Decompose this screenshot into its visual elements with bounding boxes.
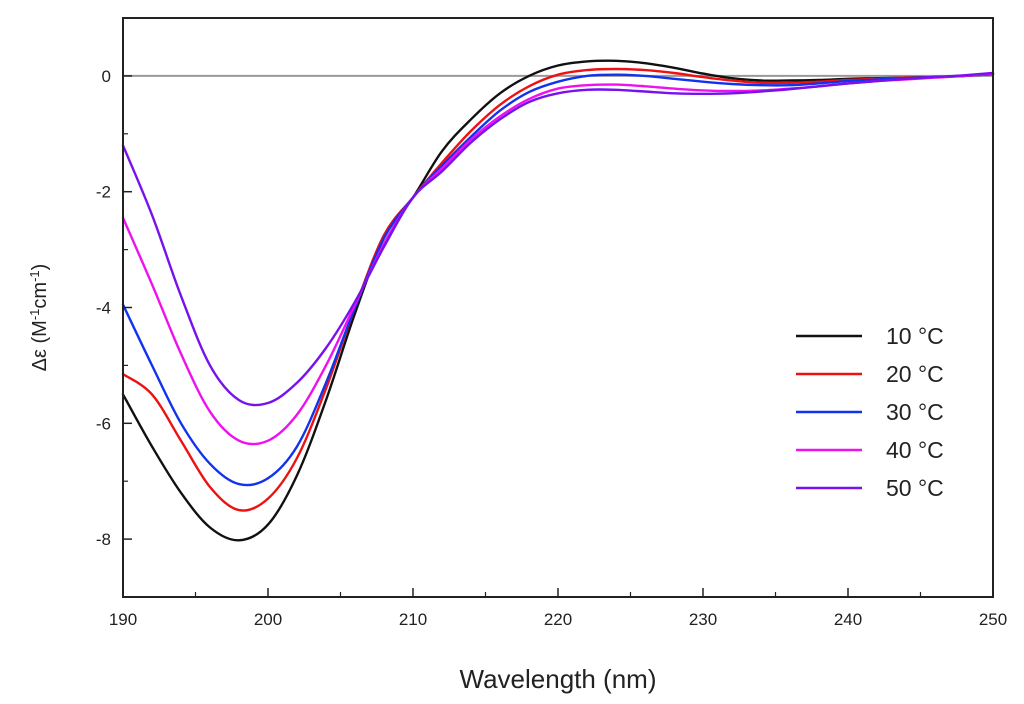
- y-tick-label: -6: [96, 414, 111, 433]
- legend-item-5: 50 °C: [796, 475, 944, 501]
- legend-item-3: 30 °C: [796, 399, 944, 425]
- y-axis-title: Δε (M-1cm-1): [27, 264, 52, 372]
- x-axis-title: Wavelength (nm): [460, 664, 657, 694]
- legend-item-1: 10 °C: [796, 323, 944, 349]
- x-tick-label: 190: [109, 610, 137, 629]
- y-tick-label: -4: [96, 299, 111, 318]
- x-tick-label: 240: [834, 610, 862, 629]
- legend-label: 50 °C: [886, 475, 944, 501]
- y-axis-title-mid: cm: [29, 282, 51, 309]
- x-tick-label: 230: [689, 610, 717, 629]
- y-axis-title-suffix: ): [29, 264, 51, 271]
- x-tick-label: 210: [399, 610, 427, 629]
- plot-frame: [122, 17, 994, 598]
- legend-label: 20 °C: [886, 361, 944, 387]
- legend-label: 30 °C: [886, 399, 944, 425]
- series-line-3: [121, 72, 995, 487]
- x-tick-label: 220: [544, 610, 572, 629]
- x-tick-label: 250: [979, 610, 1007, 629]
- x-tick-label: 200: [254, 610, 282, 629]
- legend-item-2: 20 °C: [796, 361, 944, 387]
- legend-label: 40 °C: [886, 437, 944, 463]
- series-line-4: [121, 72, 995, 446]
- legend-label: 10 °C: [886, 323, 944, 349]
- y-tick-label: -8: [96, 530, 111, 549]
- series-line-1: [121, 59, 995, 542]
- y-axis-title-exp2: -1: [27, 270, 42, 282]
- y-axis-title-prefix: Δε (M: [29, 320, 51, 371]
- y-tick-label: 0: [102, 67, 111, 86]
- y-axis-title-exp1: -1: [27, 309, 42, 321]
- legend-item-4: 40 °C: [796, 437, 944, 463]
- legend: 10 °C 20 °C 30 °C 40 °C 50 °C: [796, 323, 944, 501]
- y-tick-label: -2: [96, 183, 111, 202]
- series-line-5: [121, 71, 995, 407]
